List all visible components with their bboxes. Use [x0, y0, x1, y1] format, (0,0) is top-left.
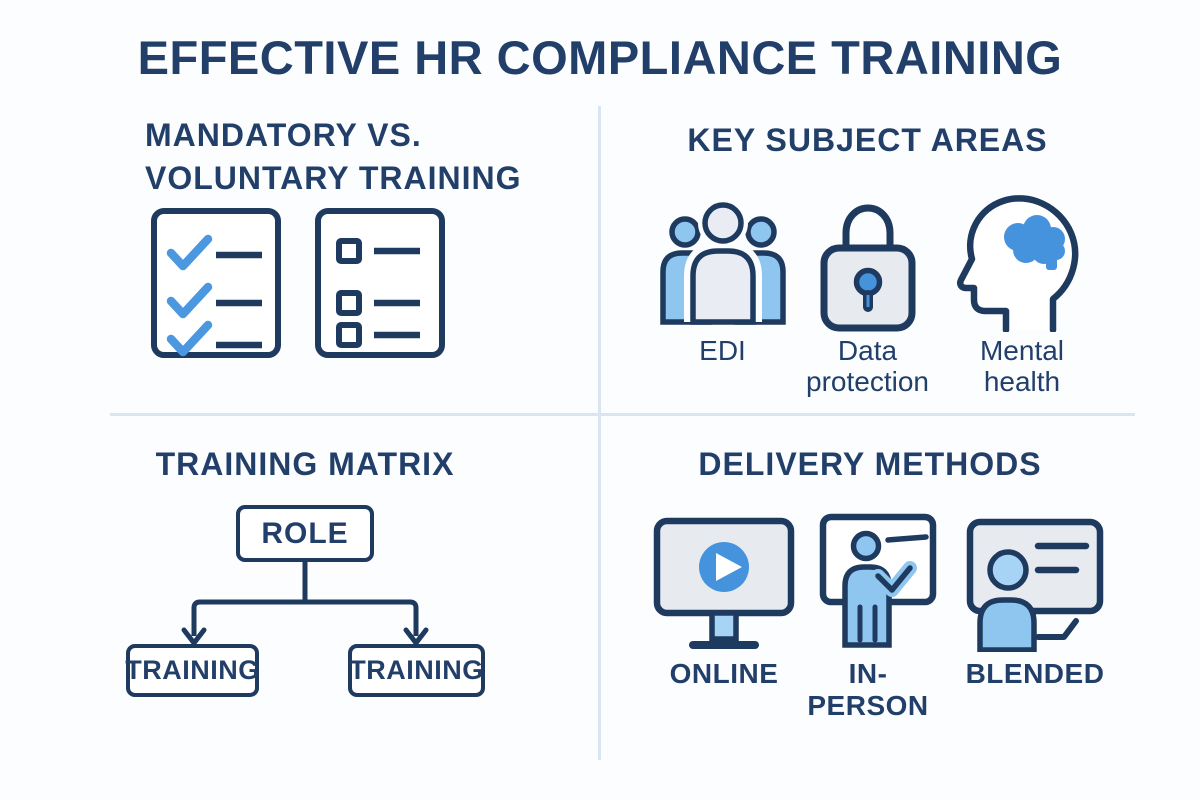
subject-item-edi: EDI	[650, 190, 795, 366]
matrix-node-training-2: TRAINING	[348, 644, 485, 697]
delivery-label-in-person: IN-PERSON	[807, 658, 929, 721]
head-brain-icon	[957, 195, 1079, 332]
subject-label-data-protection: Data protection	[806, 335, 929, 397]
delivery-label-blended: BLENDED	[965, 658, 1105, 689]
matrix-node-training-1: TRAINING	[125, 644, 259, 697]
screen-person-icon	[966, 518, 1104, 652]
padlock-icon	[820, 204, 915, 332]
subject-item-mental-health: Mental health	[948, 190, 1096, 397]
quadrant-heading-key-subject-areas: KEY SUBJECT AREAS	[687, 122, 1048, 158]
monitor-play-icon	[653, 517, 795, 649]
presenter-icon	[819, 513, 937, 648]
unchecked-checklist-icon	[315, 208, 445, 358]
heading-line-2: VOLUNTARY TRAINING	[145, 160, 522, 196]
quadrant-heading-training-matrix: TRAINING MATRIX	[155, 446, 455, 482]
heading-line-1: MANDATORY VS.	[145, 117, 422, 153]
horizontal-divider	[110, 413, 1135, 416]
quadrant-heading-mandatory-voluntary: MANDATORY VS. VOLUNTARY TRAINING	[145, 114, 522, 200]
brain-shape	[1004, 215, 1065, 270]
vertical-divider	[598, 106, 601, 760]
delivery-label-online: ONLINE	[669, 658, 779, 689]
matrix-connector-arrows	[181, 562, 429, 646]
page-title: EFFECTIVE HR COMPLIANCE TRAINING	[137, 31, 1063, 84]
subject-item-data-protection: Data protection	[794, 190, 941, 397]
quadrant-heading-delivery-methods: DELIVERY METHODS	[698, 446, 1042, 482]
subject-label-mental-health: Mental health	[979, 335, 1065, 397]
people-icon	[659, 198, 786, 325]
matrix-node-role: ROLE	[236, 505, 374, 562]
checked-checklist-icon	[151, 208, 281, 358]
subject-label-edi: EDI	[699, 335, 746, 366]
